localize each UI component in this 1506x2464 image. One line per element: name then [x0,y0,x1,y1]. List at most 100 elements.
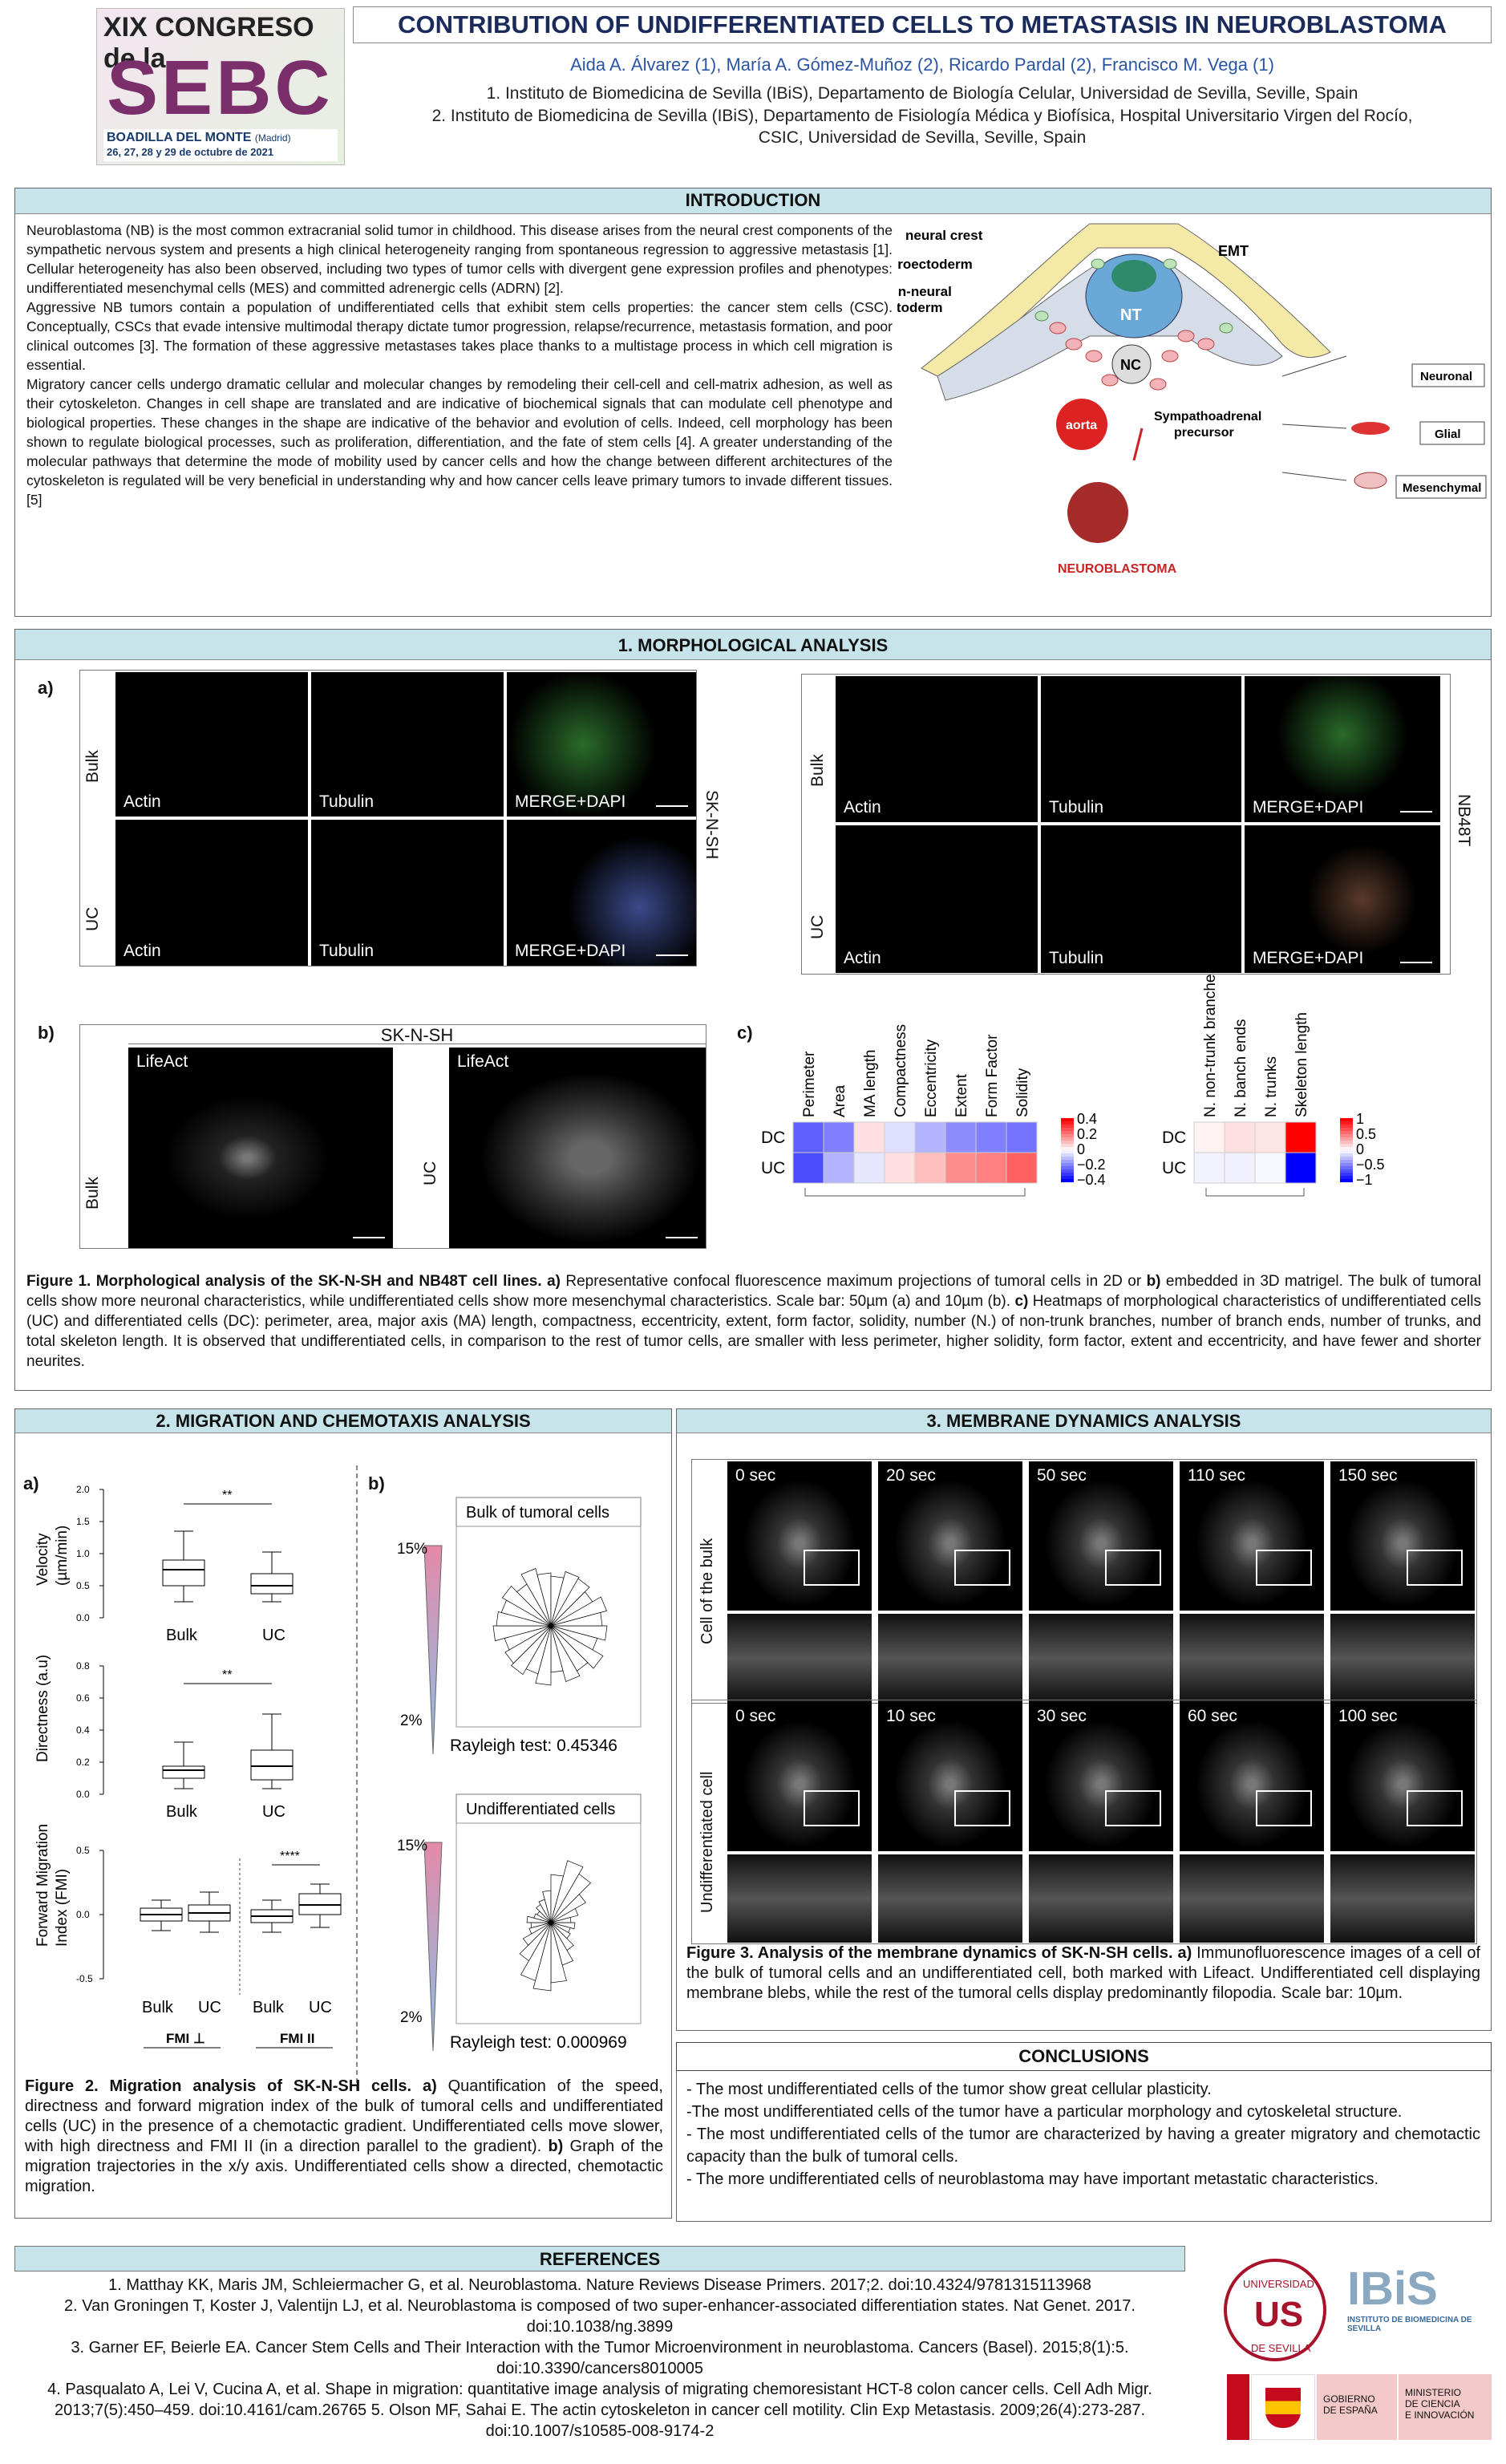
diagram-nc: NC [1120,357,1141,373]
heatmap2-cell [1254,1152,1286,1184]
img-label: Actin [844,798,881,817]
poster-title: CONTRIBUTION OF UNDIFFERENTIATED CELLS T… [353,6,1492,43]
min-text3: E INNOVACIÓN [1405,2409,1475,2421]
heatmap2-colorbar [1340,1150,1353,1153]
ibis-logo: IBiS INSTITUTO DE BIOMEDICINA DE SEVILLA [1347,2262,1492,2342]
membrane-row2-label: Undifferentiated cell [698,1771,716,1913]
heatmap1-colorbar [1061,1137,1074,1141]
heatmap2-scale-label: 1 [1356,1111,1364,1127]
intro-p2: Aggressive NB tumors contain a populatio… [26,299,893,373]
velocity-uc-box [250,1573,294,1595]
sknsh-uc-tubulin: Tubulin [311,820,504,966]
directness-ylabel: Directness (a.u) [34,1655,51,1762]
heatmap2-colorbar [1340,1144,1353,1147]
heatmap2-colorbar [1340,1157,1353,1160]
rose1-title: Bulk of tumoral cells [466,1504,609,1522]
us-logo: UNIVERSIDAD DE SEVILLA US [1219,2254,1331,2366]
heatmap2-colorbar [1340,1137,1353,1141]
membrane-row2-frame: 30 sec [1029,1702,1173,1851]
references-heading: REFERENCES [14,2246,1185,2272]
ibis-logo-text: IBiS [1347,2263,1438,2315]
directness-uc-box [250,1749,294,1781]
velocity-tick-label: 1.5 [76,1516,90,1527]
heatmap2-colorbar [1340,1153,1353,1157]
heatmap2-colorbar [1340,1166,1353,1169]
directness-sig: ** [222,1668,232,1682]
sknsh-grid: Bulk UC Actin Tubulin MERGE+DAPI Actin T… [79,670,697,967]
heatmap2-colorbar [1340,1125,1353,1128]
heatmap1-cell [853,1121,885,1153]
affiliation-1: 1. Instituto de Biomedicina de Sevilla (… [486,84,1358,103]
heatmap1-col-label: MA length [862,1050,879,1118]
heatmap1-cell [945,1121,977,1153]
nb48t-bulk-actin: Actin [836,676,1038,822]
membrane-row1-zoom-box [804,1550,860,1586]
membrane-row1-frame: 0 sec [727,1461,872,1611]
membrane-row1-zoom-image [878,1614,1022,1702]
heatmap2-scale-label: 0 [1356,1141,1364,1157]
fig2-caption-b: b) [548,2138,564,2155]
img-label: Tubulin [319,792,374,811]
heatmap1-cell [884,1152,916,1184]
conclusions-list: - The most undifferentiated cells of the… [686,2078,1480,2190]
migration-boxplots: 2.0 1.5 1.0 0.5 0.0 Velocity (µm/min) ** Bulk UC 0… [34,1484,342,2049]
us-logo-text1: UNIVERSIDAD [1243,2278,1314,2290]
heatmap2-col-label: N. banch ends [1233,1019,1249,1117]
heatmap1-cell [914,1152,946,1184]
fig2-caption-bold: Figure 2. Migration analysis of SK-N-SH … [25,2077,412,2095]
ministerio-block: MINISTERIO DE CIENCIA E INNOVACIÓN [1399,2374,1492,2440]
velocity-ylabel: Velocity [34,1533,51,1586]
membrane-row1-label: Cell of the bulk [698,1538,716,1644]
membrane-row1-zoom-image [727,1614,872,1702]
sknsh-uc-actin: Actin [115,820,308,966]
lifeact-uc-img: LifeAct [449,1048,706,1248]
heatmap2-row-label: UC [1162,1159,1186,1177]
heatmap1-colorbar [1061,1128,1074,1131]
membrane-row2-frame: 60 sec [1180,1702,1324,1851]
velocity-ylabel2: (µm/min) [54,1526,71,1586]
heatmap2-colorbar [1340,1179,1353,1182]
velocity-tick-label: 1.0 [76,1548,90,1559]
heatmap1-col-label: Extent [953,1073,970,1117]
fig2-caption-a: a) [411,2077,437,2095]
fig3-caption-a: a) [1172,1944,1192,1962]
heatmap2-cell [1224,1121,1256,1153]
membrane-row1-time-label: 110 sec [1188,1466,1245,1485]
membrane-row1-frame: 50 sec [1029,1461,1173,1611]
img-label: MERGE+DAPI [1253,949,1364,967]
heatmap1-cell [975,1152,1007,1184]
membrane-row2-frame: 100 sec [1330,1702,1475,1851]
lifeact-title: SK-N-SH [128,1025,706,1045]
heatmap1-cell [1006,1152,1038,1184]
img-label: LifeAct [457,1052,509,1071]
heatmap1-cell [792,1121,824,1153]
nb48t-uc-label: UC [808,914,827,939]
membrane-row2-zoom-image [878,1854,1022,1943]
diagram-neural-crest: neural crest [905,228,983,243]
fig1-caption-bold: Figure 1. Morphological analysis of the … [26,1273,542,1290]
heatmaps: Perimeter Area MA length Compactness Eccentr… [761,975,1385,1197]
fig1-caption-rest3: Heatmaps of morphological characteristic… [26,1293,1481,1370]
velocity-tick-label: 2.0 [76,1484,90,1495]
heatmap1-cell [853,1152,885,1184]
affiliation-2a: 2. Instituto de Biomedicina de Sevilla (… [431,107,1413,125]
velocity-tick-label: 0.0 [76,1612,90,1623]
heatmap1-cell [914,1121,946,1153]
heatmap2-cell [1193,1121,1225,1153]
heatmap1-cell [975,1121,1007,1153]
heatmap1-row-label: UC [761,1159,785,1177]
membrane-row2-time-label: 0 sec [735,1707,776,1725]
heatmap1-colorbar [1061,1131,1074,1134]
conclusions-section: CONCLUSIONS - The most undifferentiated … [676,2042,1492,2222]
img-label: Tubulin [1049,949,1104,967]
heatmap1-col-label: Compactness [893,1024,909,1117]
heatmap1-col-label: Form Factor [984,1034,1001,1117]
heatmap2-colorbar [1340,1169,1353,1173]
heatmap1-colorbar [1061,1173,1074,1176]
authors: Aida A. Álvarez (1), María A. Gómez-Muño… [570,55,1274,75]
diagram-sympathoadrenal2: precursor [1174,426,1234,440]
heatmap2-scale-label: 0.5 [1356,1126,1376,1142]
heatmap1-colorbar [1061,1147,1074,1150]
gob-text1: GOBIERNO [1323,2393,1375,2405]
heatmap2-scale-label: −1 [1356,1172,1373,1188]
